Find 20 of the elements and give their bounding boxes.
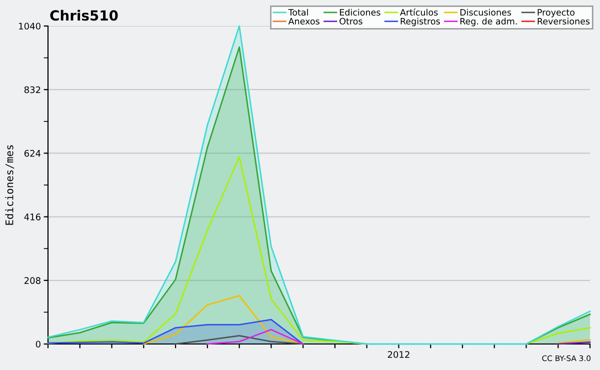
y-tick-label: 624 — [24, 150, 41, 157]
y-tick-label: 0 — [36, 340, 40, 348]
legend-label: Reversiones — [538, 18, 590, 25]
line-series — [174, 335, 304, 345]
legend-label: Proyecto — [538, 9, 574, 18]
legend-label: Anexos — [288, 18, 320, 25]
legend-label: Otros — [340, 18, 362, 25]
y-tick-label: 208 — [24, 277, 40, 284]
legend-label: Ediciones — [340, 8, 380, 16]
legend-label: Reg. de adm. — [460, 18, 517, 26]
legend-label: Registros — [400, 18, 440, 26]
legend-label: Artículos — [400, 8, 438, 16]
y-tick-label: 1040 — [19, 22, 40, 30]
chart-title: Chris510 — [50, 10, 118, 21]
y-tick-label: 416 — [24, 214, 40, 220]
y-tick-label: 832 — [24, 86, 40, 94]
legend-label: Total — [288, 8, 308, 16]
x-tick-label: 2012 — [388, 351, 410, 358]
y-axis-title: Ediciones/mes — [5, 145, 14, 225]
legend-label: Discusiones — [460, 8, 512, 16]
